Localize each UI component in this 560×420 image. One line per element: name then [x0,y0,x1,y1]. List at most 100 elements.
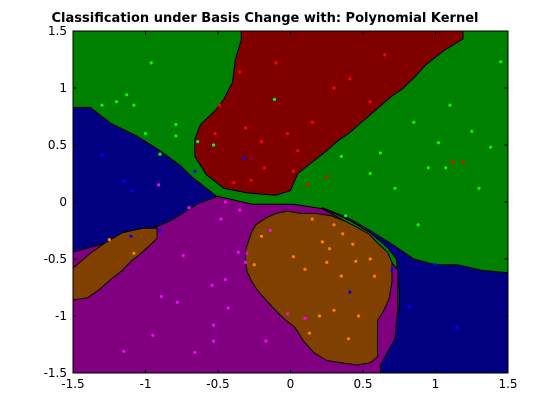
point-purple-13 [212,339,216,343]
point-orange-5 [341,232,345,236]
point-red-8 [332,86,336,90]
point-green-4 [174,122,178,127]
point-green-21 [448,103,452,107]
point-blue-9 [348,290,352,294]
point-red-10 [213,132,217,136]
point-blue-10 [433,263,438,267]
point-green-6 [174,134,178,138]
x-tick-label: -1 [140,377,152,391]
region-red-0 [194,31,464,196]
point-red-12 [291,169,295,173]
x-tick-label: 1 [432,377,440,391]
point-red-7 [325,175,329,179]
y-tick-label: 1.5 [48,24,67,38]
point-blue-7 [407,305,411,309]
point-purple-6 [236,250,240,254]
point-red-9 [348,77,352,81]
point-orange-21 [259,234,264,238]
point-green-2 [132,103,136,107]
data-points [100,53,503,355]
point-orange-12 [339,274,343,278]
point-orange-19 [252,263,256,267]
point-purple-22 [238,208,242,212]
point-orange-7 [354,259,358,263]
point-orange-8 [368,257,372,261]
point-blue-4 [193,169,197,173]
point-purple-15 [286,312,290,316]
point-orange-11 [325,260,329,264]
point-purple-12 [193,350,197,355]
point-green-20 [378,151,382,155]
point-green-15 [489,145,493,149]
point-purple-8 [223,200,227,204]
y-tick-label: 0.5 [48,138,67,152]
point-green-17 [393,186,397,190]
point-green-5 [196,140,200,144]
point-orange-4 [328,247,332,251]
point-orange-15 [346,337,351,341]
point-red-1 [238,70,242,74]
point-blue-5 [242,157,246,161]
point-purple-17 [244,260,248,264]
y-tick-label: -0.5 [44,252,67,266]
point-orange-0 [107,238,111,242]
point-purple-3 [175,300,179,304]
point-red-20 [286,132,290,136]
point-red-0 [217,103,221,107]
point-purple-5 [226,306,230,310]
point-red-5 [296,149,300,153]
point-green-9 [100,103,104,107]
point-orange-20 [307,331,311,335]
chart-title: Classification under Basis Change with: … [52,11,479,26]
y-tick-label: 0 [59,195,67,209]
point-green-26 [477,186,481,190]
x-axis: -1.5 -1 -0.5 0 0.5 1 1.5 [61,31,518,391]
point-purple-1 [151,333,155,337]
point-red-13 [249,178,253,182]
point-green-1 [125,93,129,97]
point-purple-14 [264,339,268,343]
point-red-15 [368,100,372,104]
point-purple-0 [122,349,126,353]
point-blue-6 [129,234,133,238]
point-red-16 [383,53,387,57]
point-orange-3 [320,240,324,244]
point-red-18 [461,160,465,164]
point-purple-19 [157,183,161,187]
point-red-3 [259,140,264,144]
point-blue-2 [130,189,134,193]
point-green-19 [416,223,420,227]
x-tick-label: 0.5 [353,377,372,391]
y-tick-label: -1.5 [44,366,67,380]
point-blue-8 [455,325,459,329]
point-green-10 [368,171,372,176]
point-blue-1 [100,153,104,157]
point-red-2 [244,126,248,130]
point-green-13 [444,166,448,170]
decision-regions [73,31,508,373]
x-tick-label: -1.5 [61,377,84,391]
x-tick-label: 1.5 [498,377,517,391]
point-green-7 [158,152,162,156]
point-orange-1 [132,251,136,255]
point-green-25 [344,214,348,218]
point-blue-3 [158,228,162,233]
region-orange-5 [245,210,393,366]
point-purple-4 [210,283,214,287]
point-purple-9 [219,217,223,221]
point-orange-18 [332,223,336,227]
point-green-3 [149,61,153,65]
point-red-4 [274,61,278,65]
x-tick-label: 0 [287,377,295,391]
point-green-24 [272,97,277,101]
point-green-22 [339,154,343,158]
point-green-11 [412,120,416,124]
point-orange-14 [332,308,336,312]
point-orange-9 [373,274,377,278]
point-red-17 [451,160,455,164]
point-green-0 [114,100,119,104]
point-orange-6 [351,242,355,246]
point-purple-11 [212,323,216,327]
y-tick-label: 1 [59,81,67,95]
